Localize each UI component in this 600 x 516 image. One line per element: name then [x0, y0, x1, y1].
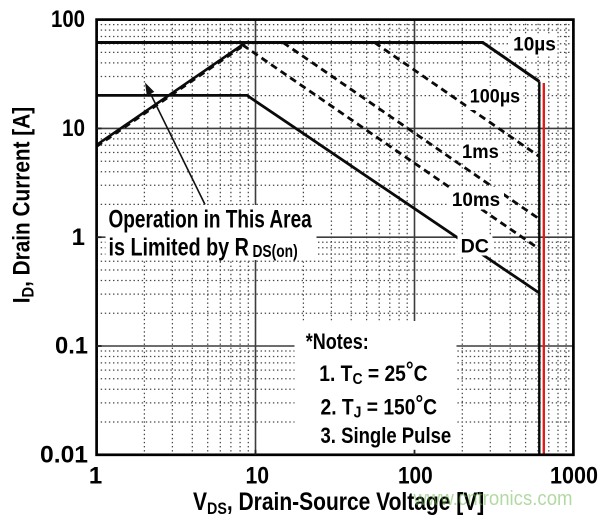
svg-text:0.1: 0.1 [55, 332, 88, 359]
svg-text:10: 10 [246, 463, 270, 490]
svg-text:*Notes:: *Notes: [306, 329, 369, 354]
svg-text:100: 100 [398, 463, 433, 490]
svg-text:10: 10 [62, 115, 85, 142]
svg-text:100: 100 [51, 6, 85, 33]
svg-text:100µs: 100µs [470, 87, 520, 108]
svg-text:DC: DC [461, 237, 490, 258]
svg-text:1000: 1000 [550, 463, 598, 490]
svg-text:Operation in This Area: Operation in This Area [109, 205, 313, 233]
svg-text:1. TC = 25°C: 1. TC = 25°C [319, 358, 427, 388]
svg-text:1: 1 [72, 224, 85, 251]
svg-text:VDS, Drain-Source Voltage [V]: VDS, Drain-Source Voltage [V] [193, 487, 484, 516]
svg-text:1ms: 1ms [462, 142, 499, 163]
svg-text:is Limited by RDS(on): is Limited by R DS(on) [109, 233, 298, 261]
svg-text:ID, Drain Current [A]: ID, Drain Current [A] [8, 107, 38, 303]
svg-text:0.01: 0.01 [40, 442, 88, 469]
svg-text:10µs: 10µs [513, 35, 556, 56]
svg-text:3. Single Pulse: 3. Single Pulse [321, 423, 452, 448]
svg-text:10ms: 10ms [452, 190, 500, 211]
svg-text:www.cntronics.com: www.cntronics.com [413, 488, 573, 510]
svg-text:1: 1 [89, 463, 102, 490]
svg-text:2. TJ = 150°C: 2. TJ = 150°C [321, 391, 438, 421]
